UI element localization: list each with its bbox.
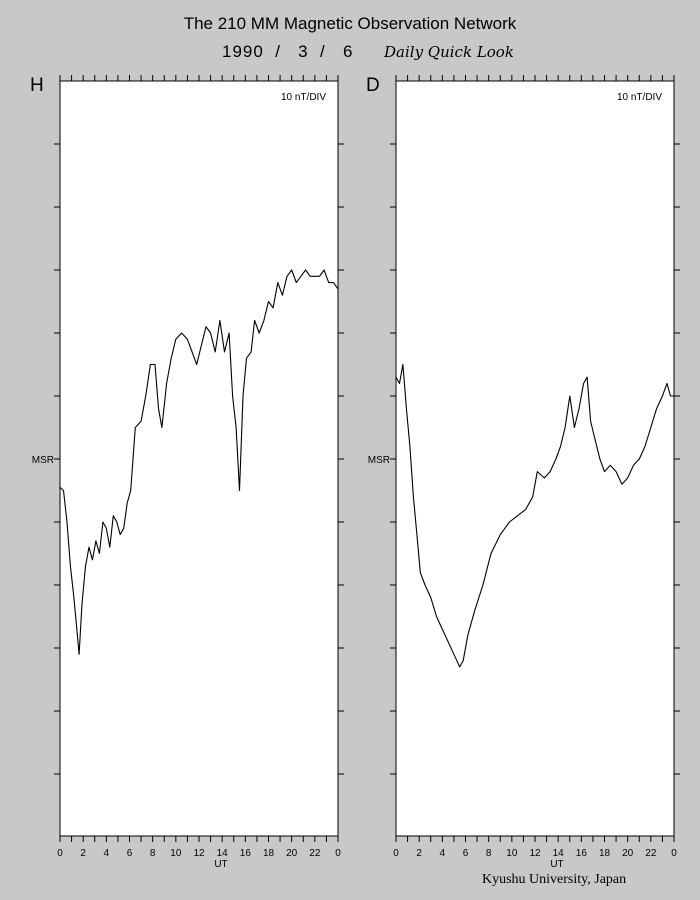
x-tick-label: 2 [80,848,86,859]
x-tick-label: 14 [217,848,229,859]
x-tick-label: 8 [486,848,492,859]
x-tick-label: 22 [645,848,657,859]
x-tick-label: 22 [309,848,321,859]
x-tick-label: 20 [286,848,298,859]
x-tick-label: 6 [463,848,469,859]
x-tick-label: 4 [440,848,446,859]
x-tick-label: 16 [576,848,588,859]
observation-date: 1990 / 3 / 6 [222,42,354,61]
panel-letter-d: D [366,75,380,96]
x-tick-label: 16 [240,848,252,859]
x-tick-label: 18 [599,848,611,859]
x-axis-label: UT [214,859,227,870]
x-tick-label: 0 [671,848,677,859]
x-tick-label: 0 [335,848,341,859]
series-line-h [59,269,339,655]
x-tick-label: 4 [104,848,110,859]
x-tick-label: 0 [57,848,63,859]
institution-credit: Kyushu University, Japan [482,872,627,887]
quick-look-label: Daily Quick Look [384,43,514,61]
x-tick-label: 6 [127,848,133,859]
x-tick-label: 14 [553,848,565,859]
x-axis-label: UT [550,859,563,870]
series-line-d [395,363,674,668]
x-tick-label: 10 [170,848,182,859]
x-tick-label: 20 [622,848,634,859]
plot-frame-d [395,80,675,837]
x-tick-label: 8 [150,848,156,859]
x-tick-label: 18 [263,848,275,859]
x-tick-label: 2 [416,848,422,859]
msr-label-h: MSR [32,455,54,466]
x-tick-label: 0 [393,848,399,859]
x-tick-label: 12 [193,848,205,859]
panel-letter-h: H [30,75,44,96]
scale-label-h: 10 nT/DIV [281,92,326,103]
msr-label-d: MSR [368,455,390,466]
x-tick-label: 12 [529,848,541,859]
plot-frame-h [59,80,339,837]
x-tick-label: 10 [506,848,518,859]
scale-label-d: 10 nT/DIV [617,92,662,103]
page-title: The 210 MM Magnetic Observation Network [183,14,517,33]
